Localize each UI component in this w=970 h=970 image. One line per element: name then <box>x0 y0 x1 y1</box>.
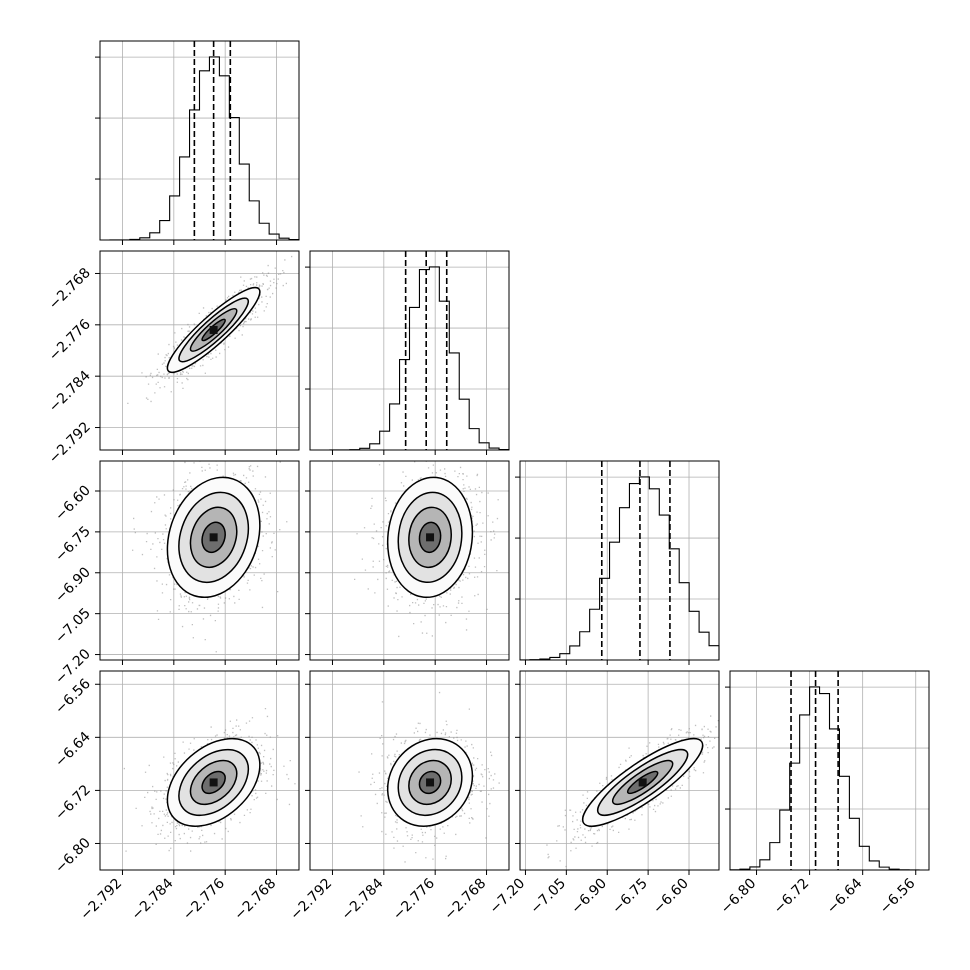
density-3-1 <box>358 691 500 863</box>
density-peak <box>426 533 435 542</box>
histogram-2 <box>519 476 720 661</box>
x-tick-label: −6.72 <box>771 876 813 918</box>
x-tick-label: −2.776 <box>390 875 438 923</box>
x-tick-label: −7.20 <box>487 876 529 918</box>
x-tick-label: −2.776 <box>180 875 228 923</box>
panel-3-3: −6.80 −6.72 −6.64 −6.56 <box>718 670 930 918</box>
y-tick-label: −6.64 <box>52 729 94 771</box>
y-tick-label: −2.776 <box>46 316 94 364</box>
x-tick-label: −2.792 <box>77 876 125 924</box>
density-1-0 <box>127 255 293 404</box>
panel-frame <box>309 460 510 661</box>
y-tick-label: −6.80 <box>52 835 94 877</box>
y-tick-label: −2.792 <box>46 419 94 467</box>
panel-frame <box>99 40 300 241</box>
y-tick-label: −2.784 <box>46 368 94 416</box>
panel-frame <box>309 670 510 871</box>
y-tick-label: −6.60 <box>52 483 94 525</box>
panel-frame <box>309 250 510 451</box>
panel-frame <box>99 670 300 871</box>
density-2-1 <box>354 461 499 638</box>
panel-3-1: −2.792 −2.784 −2.776 −2.768 <box>287 670 510 924</box>
density-peak <box>426 778 435 787</box>
histogram-3 <box>729 686 930 871</box>
panel-frame <box>519 460 720 661</box>
x-tick-label: −2.784 <box>129 875 177 923</box>
density-peak <box>209 778 218 787</box>
y-tick-label: −6.75 <box>52 523 94 565</box>
panel-0-0 <box>95 40 300 245</box>
panel-frame <box>99 460 300 661</box>
density-peak <box>209 533 218 542</box>
density-peak <box>209 325 218 334</box>
panel-1-0: −2.792−2.784−2.776−2.768 <box>46 250 300 467</box>
panel-frame <box>99 250 300 451</box>
y-tick-label: −7.05 <box>52 605 94 647</box>
x-tick-label: −6.80 <box>718 876 760 918</box>
panel-2-2 <box>515 460 720 665</box>
density-3-0 <box>123 708 296 852</box>
y-tick-label: −6.90 <box>52 564 94 606</box>
panel-frame <box>519 670 720 871</box>
x-tick-label: −2.768 <box>441 876 489 924</box>
histogram-1 <box>309 266 510 451</box>
panel-2-1 <box>305 460 510 665</box>
x-tick-label: −2.768 <box>231 876 279 924</box>
histogram-0 <box>99 56 300 241</box>
x-tick-label: −6.90 <box>568 876 610 918</box>
x-tick-label: −6.60 <box>650 876 692 918</box>
y-tick-label: −6.72 <box>52 782 94 824</box>
x-tick-label: −6.56 <box>877 875 919 917</box>
panel-frame <box>729 670 930 871</box>
density-peak <box>638 778 647 787</box>
x-tick-label: −2.784 <box>339 875 387 923</box>
x-tick-label: −6.64 <box>824 875 866 917</box>
density-2-0 <box>132 461 288 653</box>
density-3-2 <box>546 715 719 868</box>
panel-3-0: −2.792 −2.784 −2.776 −2.768−6.80−6.72−6.64−… <box>52 670 300 924</box>
panel-2-0: −7.20−7.05−6.90−6.75−6.60 <box>52 460 300 688</box>
x-tick-label: −6.75 <box>609 876 651 918</box>
panel-1-1 <box>305 250 510 455</box>
x-tick-label: −7.05 <box>528 876 570 918</box>
y-tick-label: −2.768 <box>46 265 94 313</box>
x-tick-label: −2.792 <box>287 876 335 924</box>
